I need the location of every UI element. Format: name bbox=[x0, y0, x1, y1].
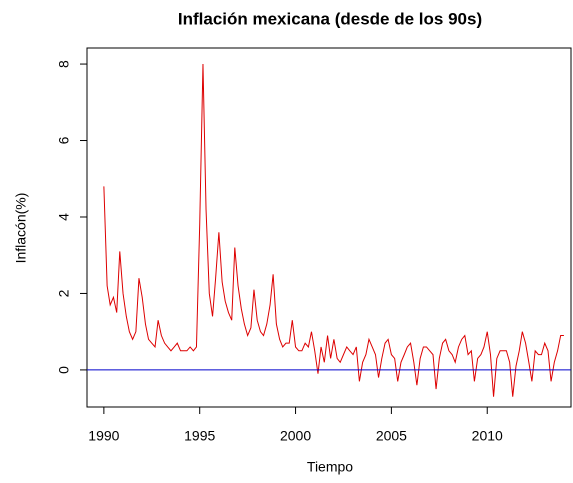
x-axis-label: Tiempo bbox=[307, 459, 353, 475]
y-tick-label: 0 bbox=[56, 366, 72, 374]
y-tick-label: 2 bbox=[56, 289, 72, 297]
y-tick-label: 8 bbox=[56, 60, 72, 68]
x-tick-label: 1995 bbox=[184, 428, 215, 444]
x-tick-label: 2000 bbox=[280, 428, 311, 444]
chart-title: Inflación mexicana (desde de los 90s) bbox=[178, 9, 482, 28]
x-tick-label: 2010 bbox=[472, 428, 503, 444]
y-tick-label: 4 bbox=[56, 213, 72, 221]
y-axis-label: Inflacón(%) bbox=[13, 193, 29, 264]
y-tick-label: 6 bbox=[56, 136, 72, 144]
plot-frame bbox=[86, 47, 572, 408]
x-tick-label: 1990 bbox=[88, 428, 119, 444]
x-tick-label: 2005 bbox=[376, 428, 407, 444]
data-line bbox=[103, 64, 564, 397]
